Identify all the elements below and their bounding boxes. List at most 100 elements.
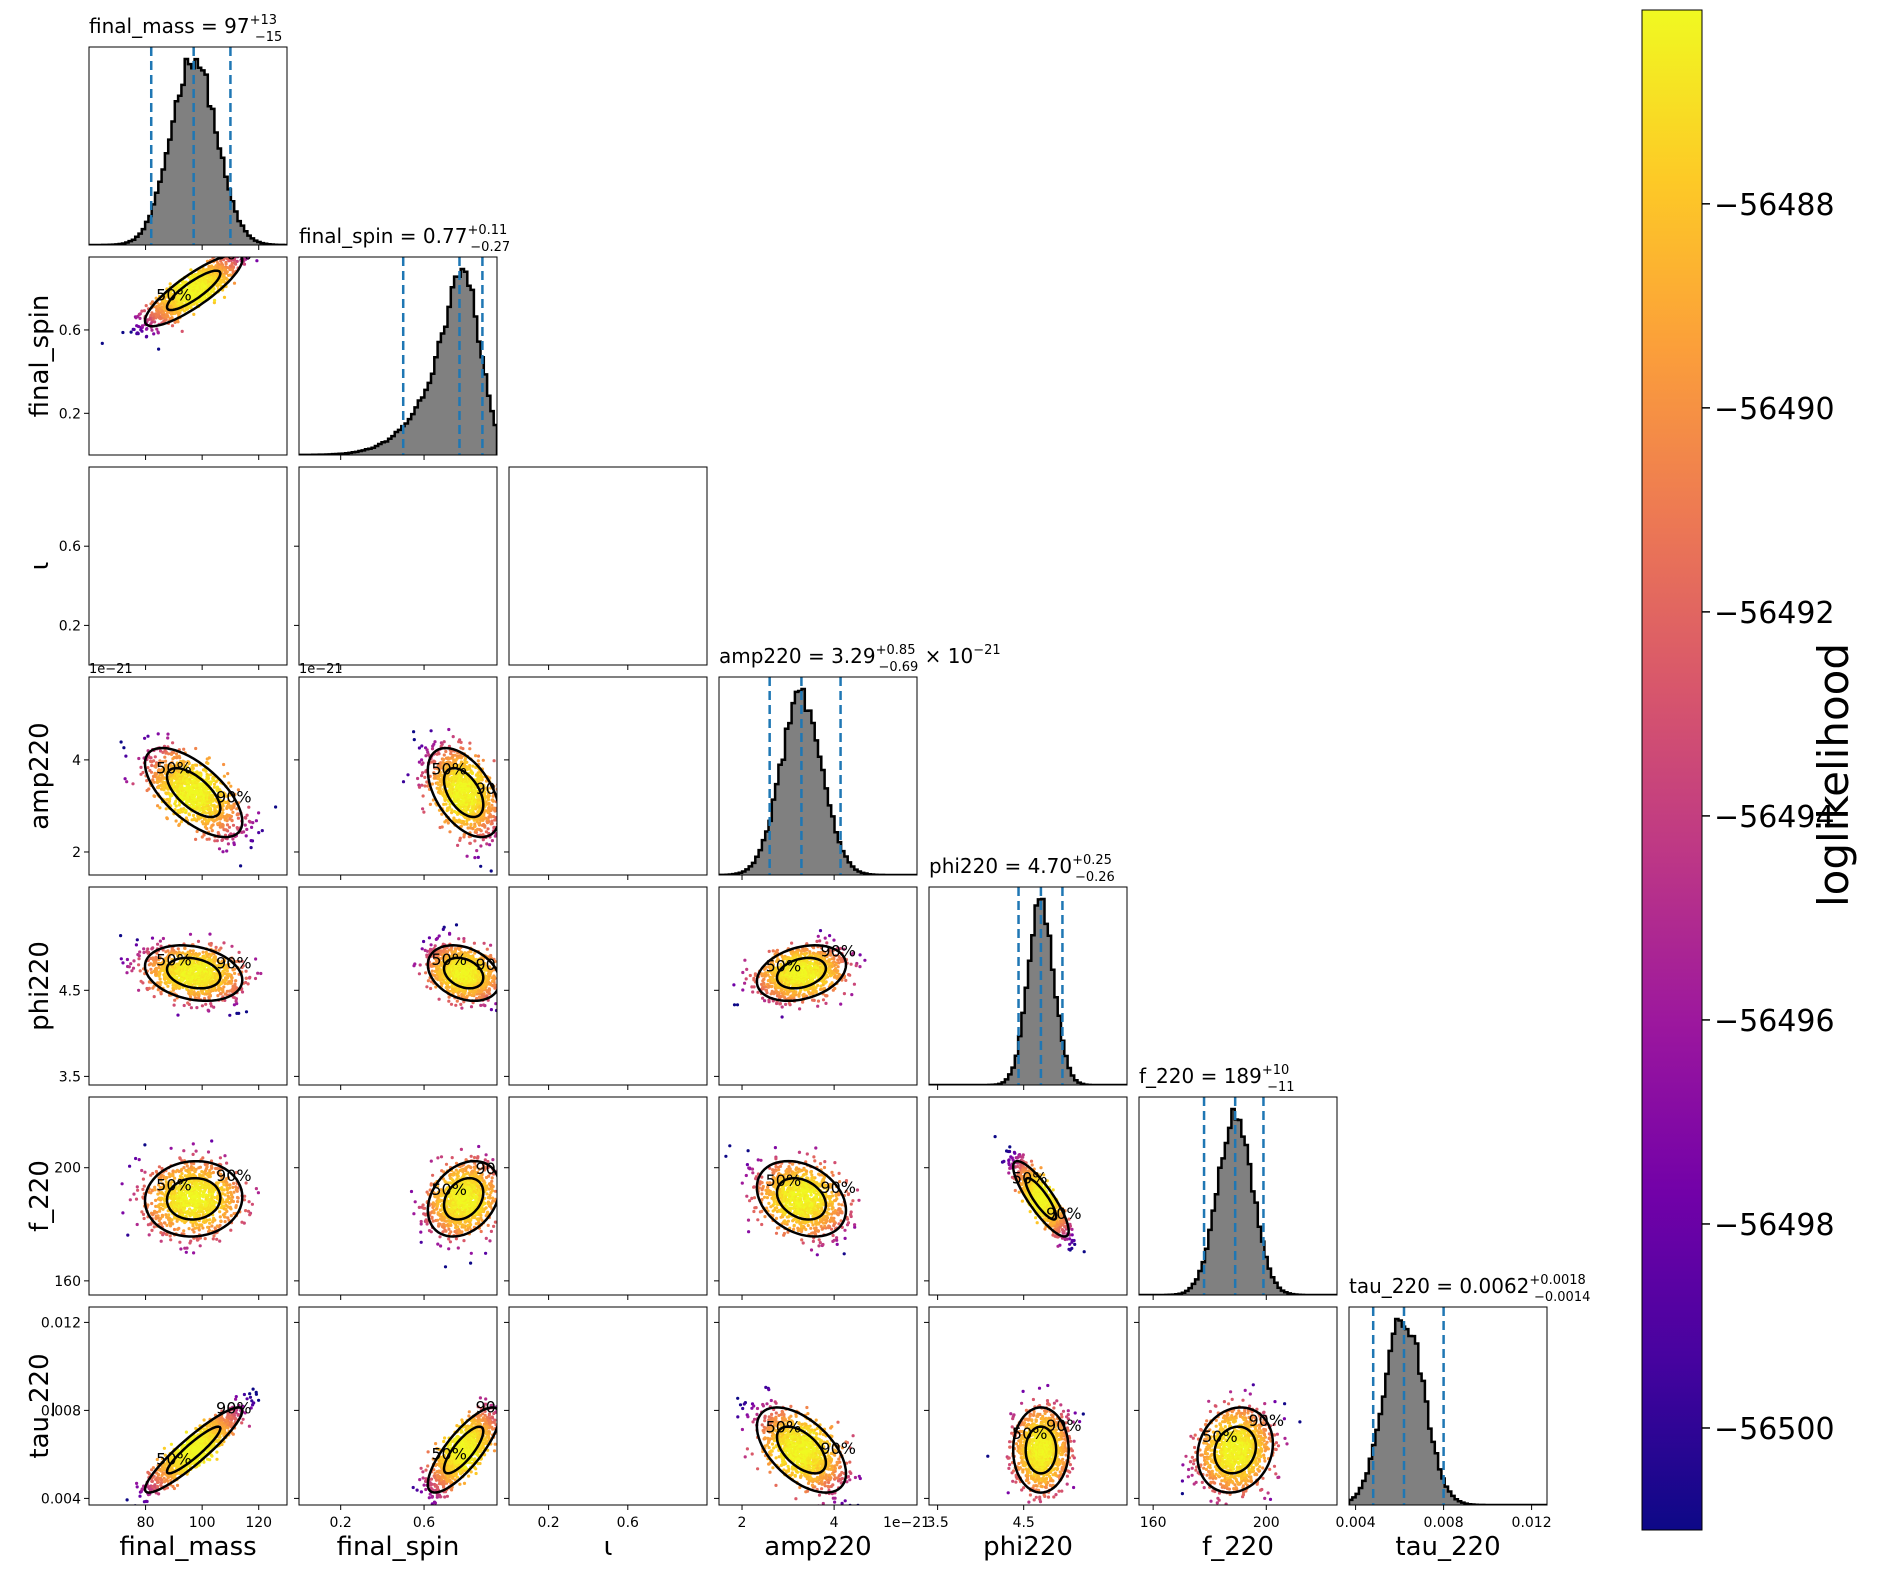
panel-content xyxy=(89,47,287,245)
scatter-point xyxy=(138,316,142,320)
scatter-point xyxy=(137,957,141,961)
scatter-point xyxy=(199,988,203,993)
scatter-point xyxy=(490,798,494,802)
scatter-point xyxy=(147,986,151,991)
scatter-point xyxy=(481,838,485,842)
scatter-point xyxy=(422,939,426,944)
scatter-point xyxy=(154,955,158,959)
scatter-point xyxy=(205,757,209,761)
scatter-point xyxy=(152,332,156,336)
scatter-point xyxy=(155,951,159,955)
scatter-point xyxy=(447,999,451,1003)
scatter-point xyxy=(174,819,178,823)
scatter-point xyxy=(242,252,245,255)
scatter-point xyxy=(479,844,483,848)
scatter-point xyxy=(137,963,141,967)
scatter-point xyxy=(244,976,248,980)
scatter-point xyxy=(442,753,446,757)
scatter-point xyxy=(123,777,127,781)
scatter-point xyxy=(481,833,485,837)
title-sup: +0.11 xyxy=(467,223,507,238)
y-axis-label-final_spin: final_spin xyxy=(25,295,55,418)
scatter-point xyxy=(457,947,461,952)
scatter-point xyxy=(468,826,472,830)
scatter-point xyxy=(417,760,421,764)
scatter-point xyxy=(212,803,216,808)
scatter-point xyxy=(121,961,125,965)
scatter-point xyxy=(434,985,438,989)
scatter-point xyxy=(444,802,448,806)
scatter-point xyxy=(173,972,177,976)
scatter-point xyxy=(192,312,196,316)
panel-content: 50%90% xyxy=(119,732,278,868)
scatter-point xyxy=(450,808,454,812)
scatter-point xyxy=(202,996,207,1001)
scatter-point xyxy=(192,817,196,821)
scatter-point xyxy=(217,987,221,991)
panel-title-final_spin: final_spin = 0.77+0.11 −0.27 xyxy=(299,223,510,255)
scatter-point xyxy=(161,750,165,755)
scatter-point xyxy=(245,827,249,832)
scatter-point xyxy=(514,988,517,991)
scatter-point xyxy=(428,950,432,954)
scatter-point xyxy=(243,823,247,827)
scatter-point xyxy=(145,986,149,991)
scatter-point xyxy=(152,759,156,763)
scatter-point xyxy=(222,774,226,778)
scatter-point xyxy=(165,959,169,963)
scatter-point xyxy=(145,779,149,783)
scatter-point xyxy=(215,787,219,792)
scatter-point xyxy=(474,765,478,770)
scatter-point xyxy=(457,818,461,822)
scatter-point xyxy=(425,780,429,784)
scatter-point xyxy=(462,791,466,795)
scatter-point xyxy=(432,761,436,765)
scatter-point xyxy=(497,827,500,830)
scatter-point xyxy=(158,939,162,943)
scatter-point xyxy=(167,752,171,756)
scatter-point xyxy=(257,831,261,835)
scatter-point xyxy=(203,956,207,961)
scatter-point xyxy=(448,764,452,768)
scatter-point xyxy=(424,971,428,975)
scatter-point xyxy=(221,965,225,970)
scatter-point xyxy=(481,758,485,762)
scatter-point xyxy=(228,1013,232,1017)
scatter-point xyxy=(127,965,131,969)
scatter-point xyxy=(437,997,441,1001)
scatter-point xyxy=(234,959,239,964)
scatter-point xyxy=(494,1002,497,1006)
scatter-point xyxy=(195,954,199,959)
scatter-point xyxy=(221,969,225,973)
scatter-point xyxy=(460,992,464,997)
scatter-point xyxy=(463,761,467,765)
scatter-point xyxy=(144,304,148,308)
scatter-point xyxy=(412,730,416,734)
scatter-point xyxy=(157,347,161,351)
scatter-point xyxy=(436,961,440,965)
scatter-point xyxy=(217,847,222,851)
scatter-point xyxy=(429,729,433,733)
scatter-point xyxy=(175,756,179,760)
scatter-point xyxy=(196,939,201,944)
scatter-point xyxy=(168,797,172,801)
scatter-point xyxy=(465,994,469,998)
scatter-point xyxy=(485,947,489,951)
corner-panels: final_mass = 97+13 −1550%90%0.20.6final_s… xyxy=(25,13,1590,1562)
scatter-point xyxy=(460,1006,464,1010)
scatter-point xyxy=(191,766,195,771)
scatter-point xyxy=(225,249,228,252)
scatter-point xyxy=(119,957,123,961)
panel-frame xyxy=(88,466,288,666)
scatter-point xyxy=(438,770,442,774)
scatter-point xyxy=(448,932,452,936)
scatter-point xyxy=(421,761,425,765)
scatter-point xyxy=(194,972,198,976)
scatter-point xyxy=(484,830,488,834)
scatter-point xyxy=(498,992,501,995)
scatter-point xyxy=(501,822,504,825)
contour-label: 90% xyxy=(216,245,252,264)
scatter-point xyxy=(171,741,175,745)
panel-frame xyxy=(88,46,288,246)
